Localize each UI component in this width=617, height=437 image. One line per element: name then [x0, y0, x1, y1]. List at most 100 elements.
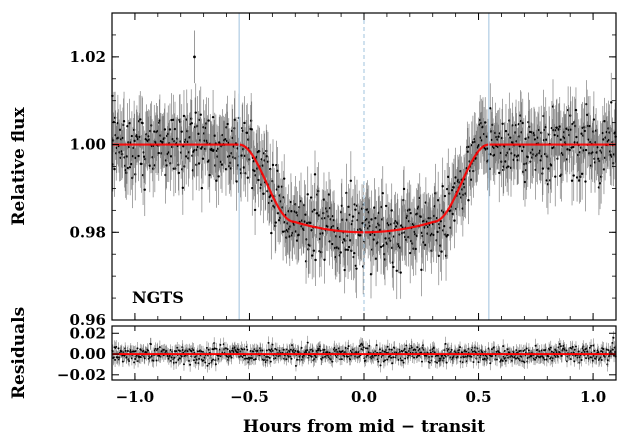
residual-point: [267, 356, 269, 358]
residual-point: [150, 343, 152, 345]
flux-point: [182, 187, 184, 189]
residual-point: [384, 359, 386, 361]
residual-point: [341, 358, 343, 360]
flux-point: [584, 180, 586, 182]
residual-point: [495, 351, 497, 353]
flux-point: [501, 123, 503, 125]
residual-point: [401, 350, 403, 352]
residual-point: [283, 349, 285, 351]
x-tick-label: −1.0: [116, 388, 155, 406]
residual-point: [285, 358, 287, 360]
residual-point: [470, 356, 472, 358]
residual-point: [489, 362, 491, 364]
flux-point: [585, 149, 587, 151]
residual-point: [592, 344, 594, 346]
residual-point: [593, 350, 595, 352]
residual-point: [612, 337, 614, 339]
flux-point: [340, 251, 342, 253]
residual-point: [359, 345, 361, 347]
residual-point: [607, 359, 609, 361]
residual-point: [122, 361, 124, 363]
flux-point: [484, 121, 486, 123]
residual-point: [411, 347, 413, 349]
flux-point: [164, 128, 166, 130]
residual-point: [364, 360, 366, 362]
residual-point: [548, 355, 550, 357]
y-tick-label: 0.98: [69, 223, 106, 241]
flux-point: [498, 172, 500, 174]
flux-point: [444, 195, 446, 197]
flux-point: [392, 266, 394, 268]
flux-point: [352, 215, 354, 217]
main-panel: 0.960.981.001.02 NGTS Relative flux: [9, 13, 617, 329]
flux-point: [270, 232, 272, 234]
residual-point: [113, 356, 115, 358]
residual-point: [246, 349, 248, 351]
residual-point: [307, 342, 309, 344]
residual-point: [324, 349, 326, 351]
flux-point: [181, 130, 183, 132]
residual-point: [124, 355, 126, 357]
residual-point: [198, 358, 200, 360]
flux-point: [217, 175, 219, 177]
flux-point: [313, 209, 315, 211]
residual-point: [379, 348, 381, 350]
residual-point: [320, 350, 322, 352]
residual-point: [134, 358, 136, 360]
residual-point: [607, 349, 609, 351]
instrument-label: NGTS: [132, 288, 184, 307]
residual-point: [125, 350, 127, 352]
residual-point: [550, 347, 552, 349]
flux-point: [441, 185, 443, 187]
residual-point: [560, 345, 562, 347]
flux-point: [257, 179, 259, 181]
y-tick-label: 1.00: [69, 136, 106, 154]
residual-point: [515, 358, 517, 360]
residual-point: [391, 362, 393, 364]
flux-point: [282, 231, 284, 233]
residual-point: [147, 350, 149, 352]
residual-point: [179, 350, 181, 352]
residual-point: [507, 348, 509, 350]
flux-point: [243, 122, 245, 124]
flux-point: [354, 209, 356, 211]
flux-point: [396, 270, 398, 272]
flux-point: [195, 111, 197, 113]
resid-y-tick-label: −0.02: [57, 366, 106, 384]
residual-point: [231, 357, 233, 359]
residual-point: [290, 358, 292, 360]
x-axis-label: Hours from mid − transit: [243, 417, 485, 437]
residual-point: [322, 356, 324, 358]
flux-point: [403, 188, 405, 190]
residual-point: [444, 343, 446, 345]
residual-point: [528, 349, 530, 351]
residual-point: [149, 357, 151, 359]
x-axis: −1.0 −0.5 0.0 0.5 1.0 Hours from mid − trans…: [116, 388, 607, 437]
flux-point: [453, 219, 455, 221]
residual-point: [127, 350, 129, 352]
flux-point: [113, 168, 115, 170]
residual-point: [451, 349, 453, 351]
residual-point: [212, 359, 214, 361]
residual-point: [518, 350, 520, 352]
residual-point: [585, 357, 587, 359]
residual-point: [133, 361, 135, 363]
x-tick-label: 0.5: [465, 388, 491, 406]
x-tick-labels: −1.0 −0.5 0.0 0.5 1.0: [116, 388, 607, 406]
residual-point: [193, 359, 195, 361]
x-tick-label: 0.0: [351, 388, 377, 406]
residual-point: [413, 357, 415, 359]
residual-point: [117, 347, 119, 349]
flux-point: [610, 101, 612, 103]
residual-point: [551, 351, 553, 353]
resid-y-tick-label: 0.02: [69, 324, 106, 342]
residual-point: [397, 359, 399, 361]
flux-point: [272, 164, 274, 166]
residual-point: [206, 347, 208, 349]
residual-point: [202, 351, 204, 353]
residual-point: [465, 351, 467, 353]
residual-point: [227, 348, 229, 350]
residual-point: [363, 346, 365, 348]
residual-point: [572, 346, 574, 348]
residual-point: [421, 361, 423, 363]
